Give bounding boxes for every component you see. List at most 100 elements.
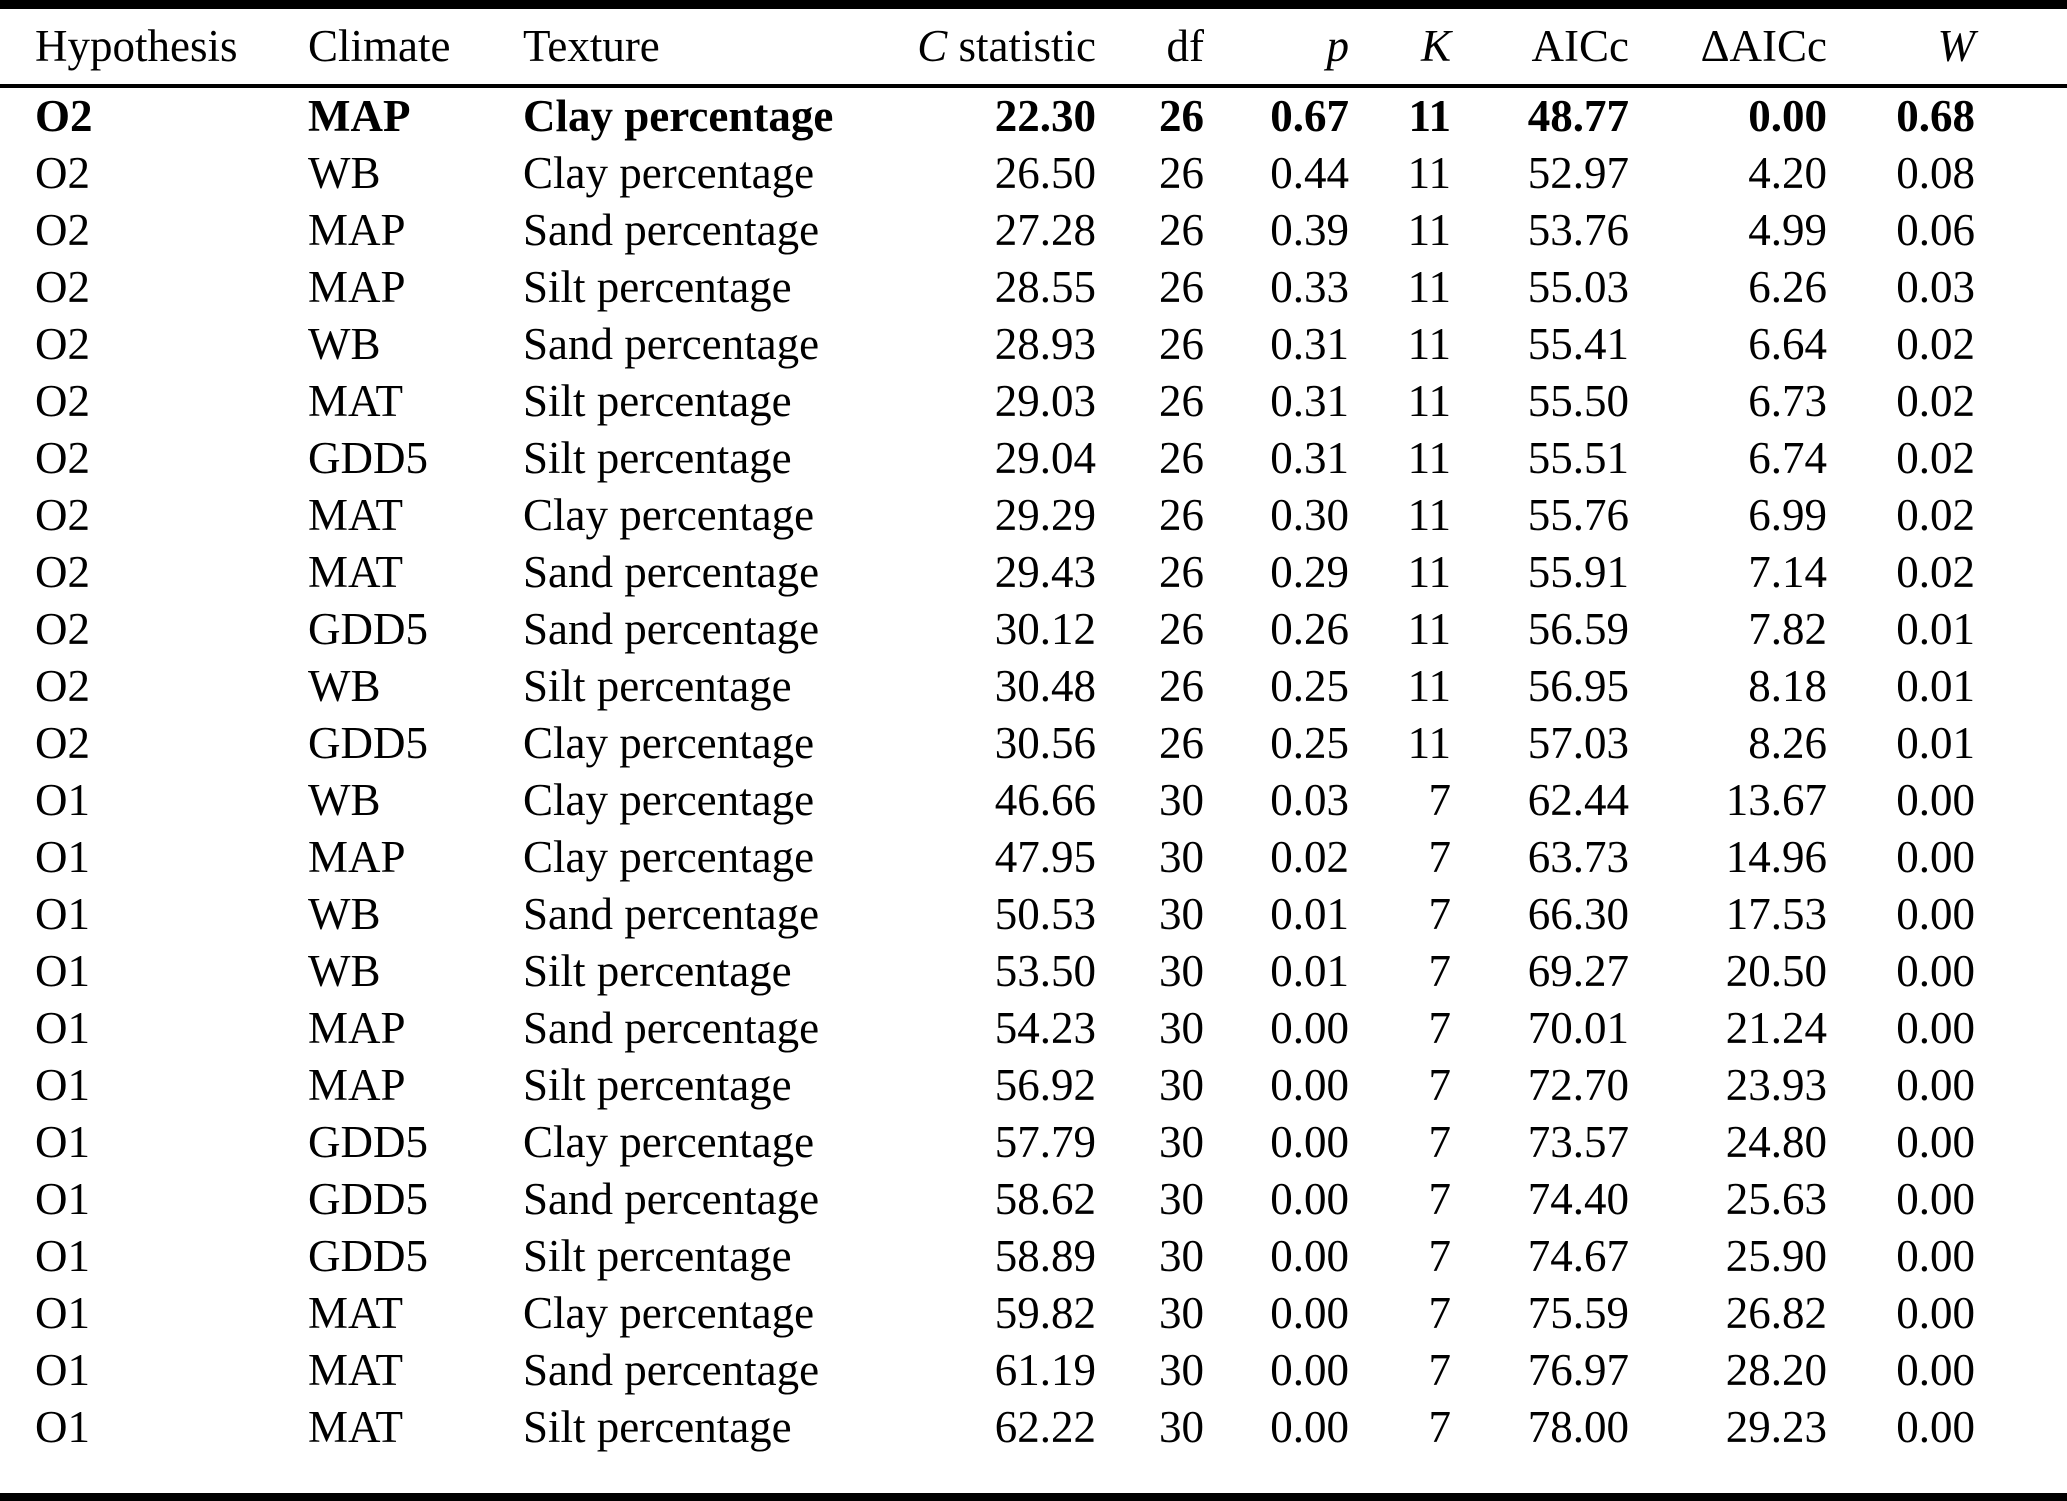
cell-climate: MAT bbox=[308, 1402, 404, 1452]
cell-climate: GDD5 bbox=[308, 718, 428, 768]
column-header-df: df bbox=[1096, 9, 1204, 88]
table-row: O1 MAT Silt percentage 62.22 30 0.00 7 78.00 29.… bbox=[0, 1399, 2067, 1456]
cell-delta-aicc: 20.50 bbox=[1725, 946, 1827, 996]
table-row: O2 MAP Sand percentage 27.28 26 0.39 11 53.76 4.… bbox=[0, 202, 2067, 259]
cell-df: 26 bbox=[1159, 718, 1204, 768]
cell-texture: Clay percentage bbox=[523, 775, 815, 825]
column-header-hypothesis: Hypothesis bbox=[0, 9, 308, 88]
cell-hypothesis: O2 bbox=[35, 91, 93, 141]
cell-hypothesis: O2 bbox=[35, 433, 90, 483]
cell-k: 11 bbox=[1407, 262, 1451, 312]
cell-k: 11 bbox=[1407, 661, 1451, 711]
cell-delta-aicc: 8.18 bbox=[1748, 661, 1827, 711]
cell-hypothesis: O1 bbox=[35, 775, 90, 825]
cell-df: 30 bbox=[1159, 1345, 1204, 1395]
cell-k: 7 bbox=[1428, 1288, 1452, 1338]
cell-climate: GDD5 bbox=[308, 433, 428, 483]
cell-climate: WB bbox=[308, 319, 381, 369]
cell-w: 0.01 bbox=[1896, 604, 1975, 654]
cell-hypothesis: O2 bbox=[35, 205, 90, 255]
cell-w: 0.00 bbox=[1896, 775, 1975, 825]
c-statistic-rest: statistic bbox=[947, 21, 1096, 71]
cell-p: 0.00 bbox=[1270, 1003, 1349, 1053]
cell-aicc: 69.27 bbox=[1527, 946, 1629, 996]
cell-p: 0.44 bbox=[1270, 148, 1349, 198]
cell-p: 0.67 bbox=[1270, 91, 1349, 141]
cell-delta-aicc: 29.23 bbox=[1725, 1402, 1827, 1452]
cell-climate: MAP bbox=[308, 91, 411, 141]
cell-df: 26 bbox=[1159, 319, 1204, 369]
table-body: O2 MAP Clay percentage 22.30 26 0.67 11 48.77 0.… bbox=[0, 86, 2067, 1456]
cell-k: 7 bbox=[1428, 889, 1452, 939]
cell-hypothesis: O2 bbox=[35, 148, 90, 198]
cell-climate: MAT bbox=[308, 1288, 404, 1338]
table-row: O2 WB Clay percentage 26.50 26 0.44 11 52.97 4.2… bbox=[0, 145, 2067, 202]
cell-df: 30 bbox=[1159, 1117, 1204, 1167]
cell-w: 0.06 bbox=[1896, 205, 1975, 255]
cell-delta-aicc: 0.00 bbox=[1748, 91, 1827, 141]
cell-climate: MAT bbox=[308, 547, 404, 597]
cell-df: 30 bbox=[1159, 889, 1204, 939]
cell-texture: Silt percentage bbox=[523, 946, 792, 996]
cell-hypothesis: O1 bbox=[35, 832, 90, 882]
cell-climate: WB bbox=[308, 889, 381, 939]
cell-k: 11 bbox=[1407, 205, 1451, 255]
cell-climate: WB bbox=[308, 946, 381, 996]
cell-aicc: 75.59 bbox=[1527, 1288, 1629, 1338]
cell-p: 0.26 bbox=[1270, 604, 1349, 654]
cell-climate: MAP bbox=[308, 205, 406, 255]
cell-aicc: 57.03 bbox=[1527, 718, 1629, 768]
cell-w: 0.00 bbox=[1896, 1003, 1975, 1053]
cell-delta-aicc: 8.26 bbox=[1748, 718, 1827, 768]
cell-p: 0.01 bbox=[1270, 889, 1349, 939]
cell-c-statistic: 30.56 bbox=[994, 718, 1096, 768]
cell-texture: Clay percentage bbox=[523, 148, 815, 198]
cell-w: 0.68 bbox=[1896, 91, 1975, 141]
cell-k: 11 bbox=[1408, 91, 1451, 141]
cell-delta-aicc: 17.53 bbox=[1725, 889, 1827, 939]
cell-k: 11 bbox=[1407, 319, 1451, 369]
cell-p: 0.31 bbox=[1270, 376, 1349, 426]
cell-k: 7 bbox=[1428, 1003, 1452, 1053]
cell-k: 7 bbox=[1428, 946, 1452, 996]
cell-hypothesis: O2 bbox=[35, 490, 90, 540]
cell-aicc: 48.77 bbox=[1527, 91, 1629, 141]
cell-hypothesis: O2 bbox=[35, 319, 90, 369]
cell-w: 0.01 bbox=[1896, 661, 1975, 711]
cell-df: 26 bbox=[1159, 262, 1204, 312]
cell-texture: Silt percentage bbox=[523, 1060, 792, 1110]
cell-aicc: 74.67 bbox=[1527, 1231, 1629, 1281]
cell-w: 0.00 bbox=[1896, 1117, 1975, 1167]
cell-p: 0.03 bbox=[1270, 775, 1349, 825]
cell-c-statistic: 27.28 bbox=[994, 205, 1096, 255]
cell-p: 0.00 bbox=[1270, 1402, 1349, 1452]
cell-climate: MAP bbox=[308, 832, 406, 882]
cell-w: 0.00 bbox=[1896, 1174, 1975, 1224]
cell-c-statistic: 53.50 bbox=[994, 946, 1096, 996]
cell-delta-aicc: 6.74 bbox=[1748, 433, 1827, 483]
cell-w: 0.03 bbox=[1896, 262, 1975, 312]
cell-p: 0.25 bbox=[1270, 661, 1349, 711]
cell-delta-aicc: 4.20 bbox=[1748, 148, 1827, 198]
cell-aicc: 55.41 bbox=[1527, 319, 1629, 369]
table-row: O2 MAT Clay percentage 29.29 26 0.30 11 55.76 6.… bbox=[0, 487, 2067, 544]
table-row: O2 GDD5 Silt percentage 29.04 26 0.31 11 55.51 6… bbox=[0, 430, 2067, 487]
table-row: O1 MAT Clay percentage 59.82 30 0.00 7 75.59 26.… bbox=[0, 1285, 2067, 1342]
cell-c-statistic: 30.12 bbox=[994, 604, 1096, 654]
cell-aicc: 55.76 bbox=[1527, 490, 1629, 540]
cell-k: 11 bbox=[1407, 718, 1451, 768]
cell-df: 26 bbox=[1159, 604, 1204, 654]
cell-hypothesis: O2 bbox=[35, 661, 90, 711]
cell-aicc: 70.01 bbox=[1527, 1003, 1629, 1053]
cell-w: 0.02 bbox=[1896, 433, 1975, 483]
cell-climate: MAP bbox=[308, 262, 406, 312]
cell-aicc: 72.70 bbox=[1527, 1060, 1629, 1110]
cell-hypothesis: O2 bbox=[35, 547, 90, 597]
cell-aicc: 56.59 bbox=[1527, 604, 1629, 654]
cell-df: 26 bbox=[1159, 205, 1204, 255]
cell-texture: Sand percentage bbox=[523, 547, 820, 597]
table-row: O2 WB Silt percentage 30.48 26 0.25 11 56.95 8.1… bbox=[0, 658, 2067, 715]
cell-w: 0.00 bbox=[1896, 1060, 1975, 1110]
column-header-p: p bbox=[1204, 9, 1349, 88]
cell-p: 0.31 bbox=[1270, 433, 1349, 483]
